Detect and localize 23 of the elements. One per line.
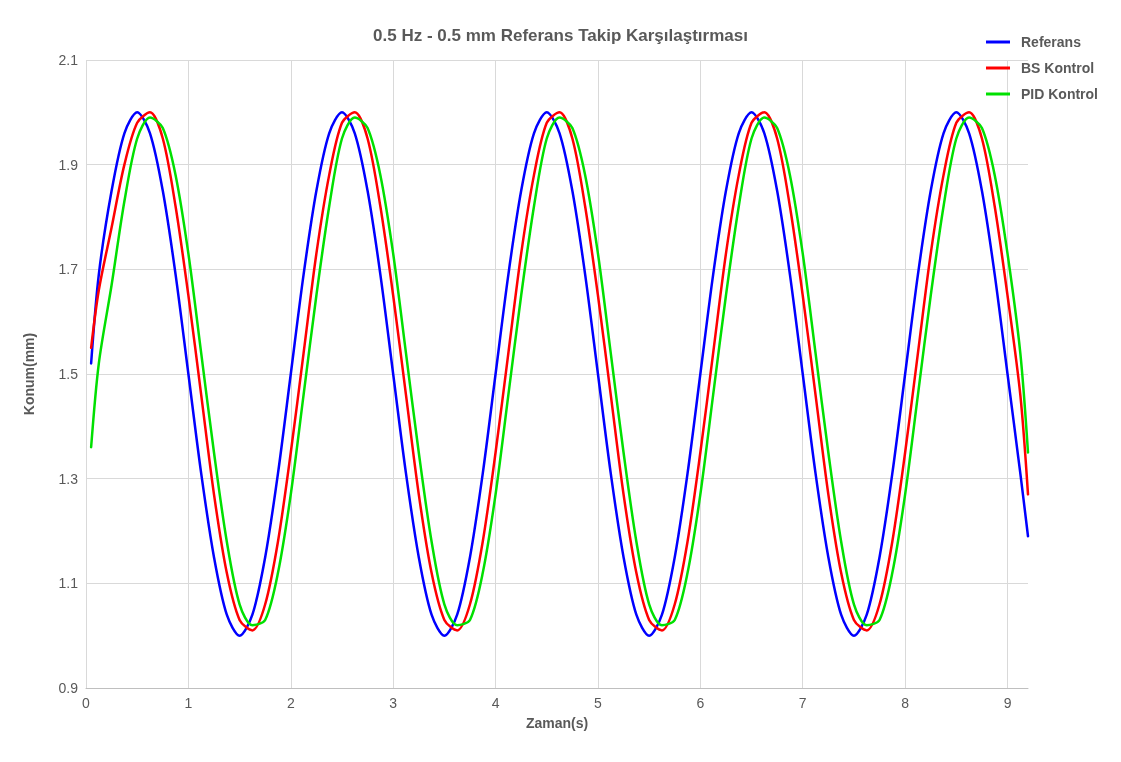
y-tick-label: 2.1: [58, 52, 79, 68]
x-tick-label: 7: [798, 695, 807, 711]
y-tick-label: 1.1: [58, 575, 79, 592]
chart-title: 0.5 Hz - 0.5 mm Referans Takip Karşılaştırması: [373, 26, 748, 45]
y-axis-title: Konum(mm): [21, 332, 37, 416]
y-tick-label: 1.7: [58, 261, 79, 278]
y-tick-label: 0.9: [58, 680, 79, 696]
y-tick-label: 1.5: [58, 366, 79, 382]
y-tick-label: 1.9: [58, 156, 79, 173]
x-tick-label: 5: [594, 695, 603, 711]
y-tick-label: 1.3: [58, 470, 79, 487]
legend-label: BS Kontrol: [1021, 60, 1095, 76]
x-tick-label: 8: [901, 695, 910, 711]
x-tick-label: 9: [1003, 695, 1012, 711]
x-axis-title: Zaman(s): [525, 715, 589, 731]
legend-label: Referans: [1021, 34, 1082, 50]
x-tick-label: 6: [696, 695, 705, 711]
x-tick-label: 3: [389, 695, 398, 711]
legend-label: PID Kontrol: [1021, 86, 1099, 102]
x-tick-label: 4: [491, 695, 500, 711]
x-tick-label: 1: [184, 695, 193, 711]
x-tick-label: 0: [82, 695, 91, 711]
x-tick-label: 2: [286, 695, 295, 711]
